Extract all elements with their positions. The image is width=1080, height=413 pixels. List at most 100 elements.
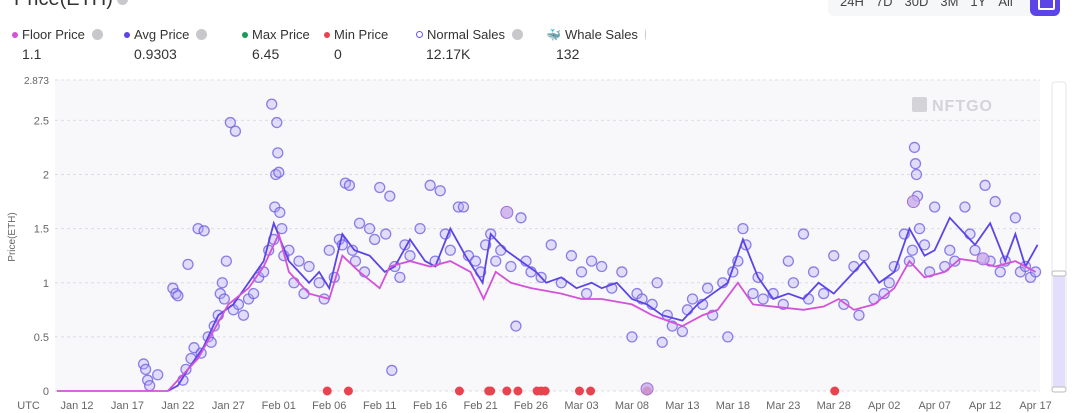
info-icon[interactable] <box>91 29 103 40</box>
avg-price-line <box>167 216 1039 392</box>
normal-sale-point <box>585 255 598 267</box>
normal-sale-point <box>434 185 446 197</box>
normal-sale-point <box>515 212 527 224</box>
normal-sale-point <box>424 179 436 191</box>
x-tick-label: Apr 12 <box>969 400 1001 412</box>
min-price-point <box>454 386 464 396</box>
y-tick-label: 2.873 <box>24 76 49 87</box>
range-7d[interactable]: 7D <box>875 0 893 9</box>
range-30d[interactable]: 30D <box>904 0 929 9</box>
normal-sale-point <box>266 98 278 110</box>
legend-dot-icon <box>324 31 330 38</box>
x-tick-label: Feb 16 <box>413 400 447 412</box>
y-tick-label: 2.5 <box>34 115 49 127</box>
normal-sale-point <box>224 116 237 129</box>
normal-sale-point <box>167 282 179 294</box>
normal-sale-point <box>787 277 800 289</box>
normal-sale-point <box>747 287 759 300</box>
export-button[interactable] <box>1030 0 1060 16</box>
normal-sale-point <box>198 225 210 237</box>
normal-sale-point <box>139 363 152 376</box>
normal-sale-point <box>858 250 870 262</box>
normal-sale-point <box>469 255 482 267</box>
normal-sale-point <box>274 206 286 219</box>
normal-sale-point <box>343 179 356 191</box>
normal-sale-point <box>949 255 961 267</box>
normal-sale-point <box>172 290 184 302</box>
nftgo-watermark: NFTGO <box>912 97 992 115</box>
x-tick-label: Mar 13 <box>665 400 699 412</box>
x-tick-label: Apr 17 <box>1019 400 1051 412</box>
legend-label: Min Price <box>334 27 389 42</box>
x-tick-label: Feb 01 <box>262 400 296 412</box>
info-icon[interactable] <box>644 29 646 40</box>
min-price-point <box>830 386 840 396</box>
normal-sale-point <box>276 222 288 235</box>
floor-price-line <box>56 231 1036 392</box>
normal-sale-point <box>906 244 919 256</box>
normal-sale-point <box>237 309 250 321</box>
normal-sale-point <box>288 277 300 289</box>
normal-sale-point <box>596 260 608 273</box>
whale-sale-point <box>500 205 514 219</box>
y-tick-label: 1 <box>43 278 49 290</box>
hollow-circle-icon <box>416 31 423 38</box>
normal-sale-point <box>369 233 381 246</box>
normal-sale-point <box>722 331 734 343</box>
normal-sale-point <box>575 266 588 278</box>
normal-sale-point <box>651 277 663 289</box>
normal-sale-point <box>686 293 699 305</box>
info-icon[interactable] <box>116 0 128 5</box>
normal-sale-point <box>616 266 628 278</box>
normal-sale-point <box>959 201 971 213</box>
normal-sale-point <box>807 266 820 278</box>
range-all[interactable]: All <box>998 0 1013 9</box>
normal-sale-point <box>363 222 376 235</box>
legend-value: 132 <box>556 46 580 62</box>
slider-handle-bottom[interactable] <box>1051 386 1067 393</box>
legend-item-normal-sales[interactable]: Normal Sales 12.17K <box>416 27 546 67</box>
normal-sale-point <box>878 287 890 300</box>
zoom-slider[interactable] <box>1051 81 1067 393</box>
legend-label: Max Price <box>252 27 310 42</box>
normal-sale-point <box>414 222 426 235</box>
normal-sale-point <box>782 255 794 267</box>
legend-dot-icon <box>242 31 248 38</box>
legend-item-avg-price[interactable]: Avg Price 0.9303 <box>124 27 242 67</box>
x-tick-label: Mar 18 <box>716 400 750 412</box>
normal-sale-point <box>545 239 557 251</box>
normal-sale-point <box>218 293 230 305</box>
x-tick-label: Feb 11 <box>363 400 396 412</box>
legend-label: Whale Sales <box>564 27 638 42</box>
x-tick-label: Mar 23 <box>766 400 800 412</box>
normal-sale-point <box>848 260 860 273</box>
range-24h[interactable]: 24H <box>840 0 864 9</box>
legend-value: 12.17K <box>426 46 471 62</box>
normal-sale-point <box>490 255 502 267</box>
normal-sale-point <box>757 293 769 305</box>
range-1y[interactable]: 1Y <box>970 0 987 9</box>
range-3m[interactable]: 3M <box>940 0 959 9</box>
whale-icon: 🐳 <box>546 27 561 42</box>
normal-sale-point <box>143 379 156 392</box>
legend-item-max-price[interactable]: Max Price 6.45 <box>242 27 324 67</box>
slider-handle-top[interactable] <box>1051 270 1067 277</box>
normal-sale-point <box>883 277 895 289</box>
normal-sale-point <box>565 250 578 262</box>
normal-sale-point <box>404 250 416 262</box>
y-tick-label: 0 <box>43 386 49 398</box>
legend-item-min-price[interactable]: Min Price 0 <box>324 27 416 67</box>
min-price-point <box>540 386 550 396</box>
info-icon[interactable] <box>512 29 524 40</box>
normal-sale-point <box>656 336 668 348</box>
legend-item-whale-sales[interactable]: 🐳 Whale Sales 132 <box>546 27 646 67</box>
x-tick-label: Mar 03 <box>564 400 598 412</box>
min-price-point <box>586 386 596 396</box>
x-tick-label: Jan 17 <box>111 400 144 412</box>
info-icon[interactable] <box>196 29 208 40</box>
legend-item-floor-price[interactable]: Floor Price 1.1 <box>12 27 124 67</box>
normal-sale-point <box>374 181 386 194</box>
normal-sale-point <box>180 363 192 376</box>
normal-sale-point <box>313 277 325 289</box>
normal-sale-point <box>510 320 522 332</box>
